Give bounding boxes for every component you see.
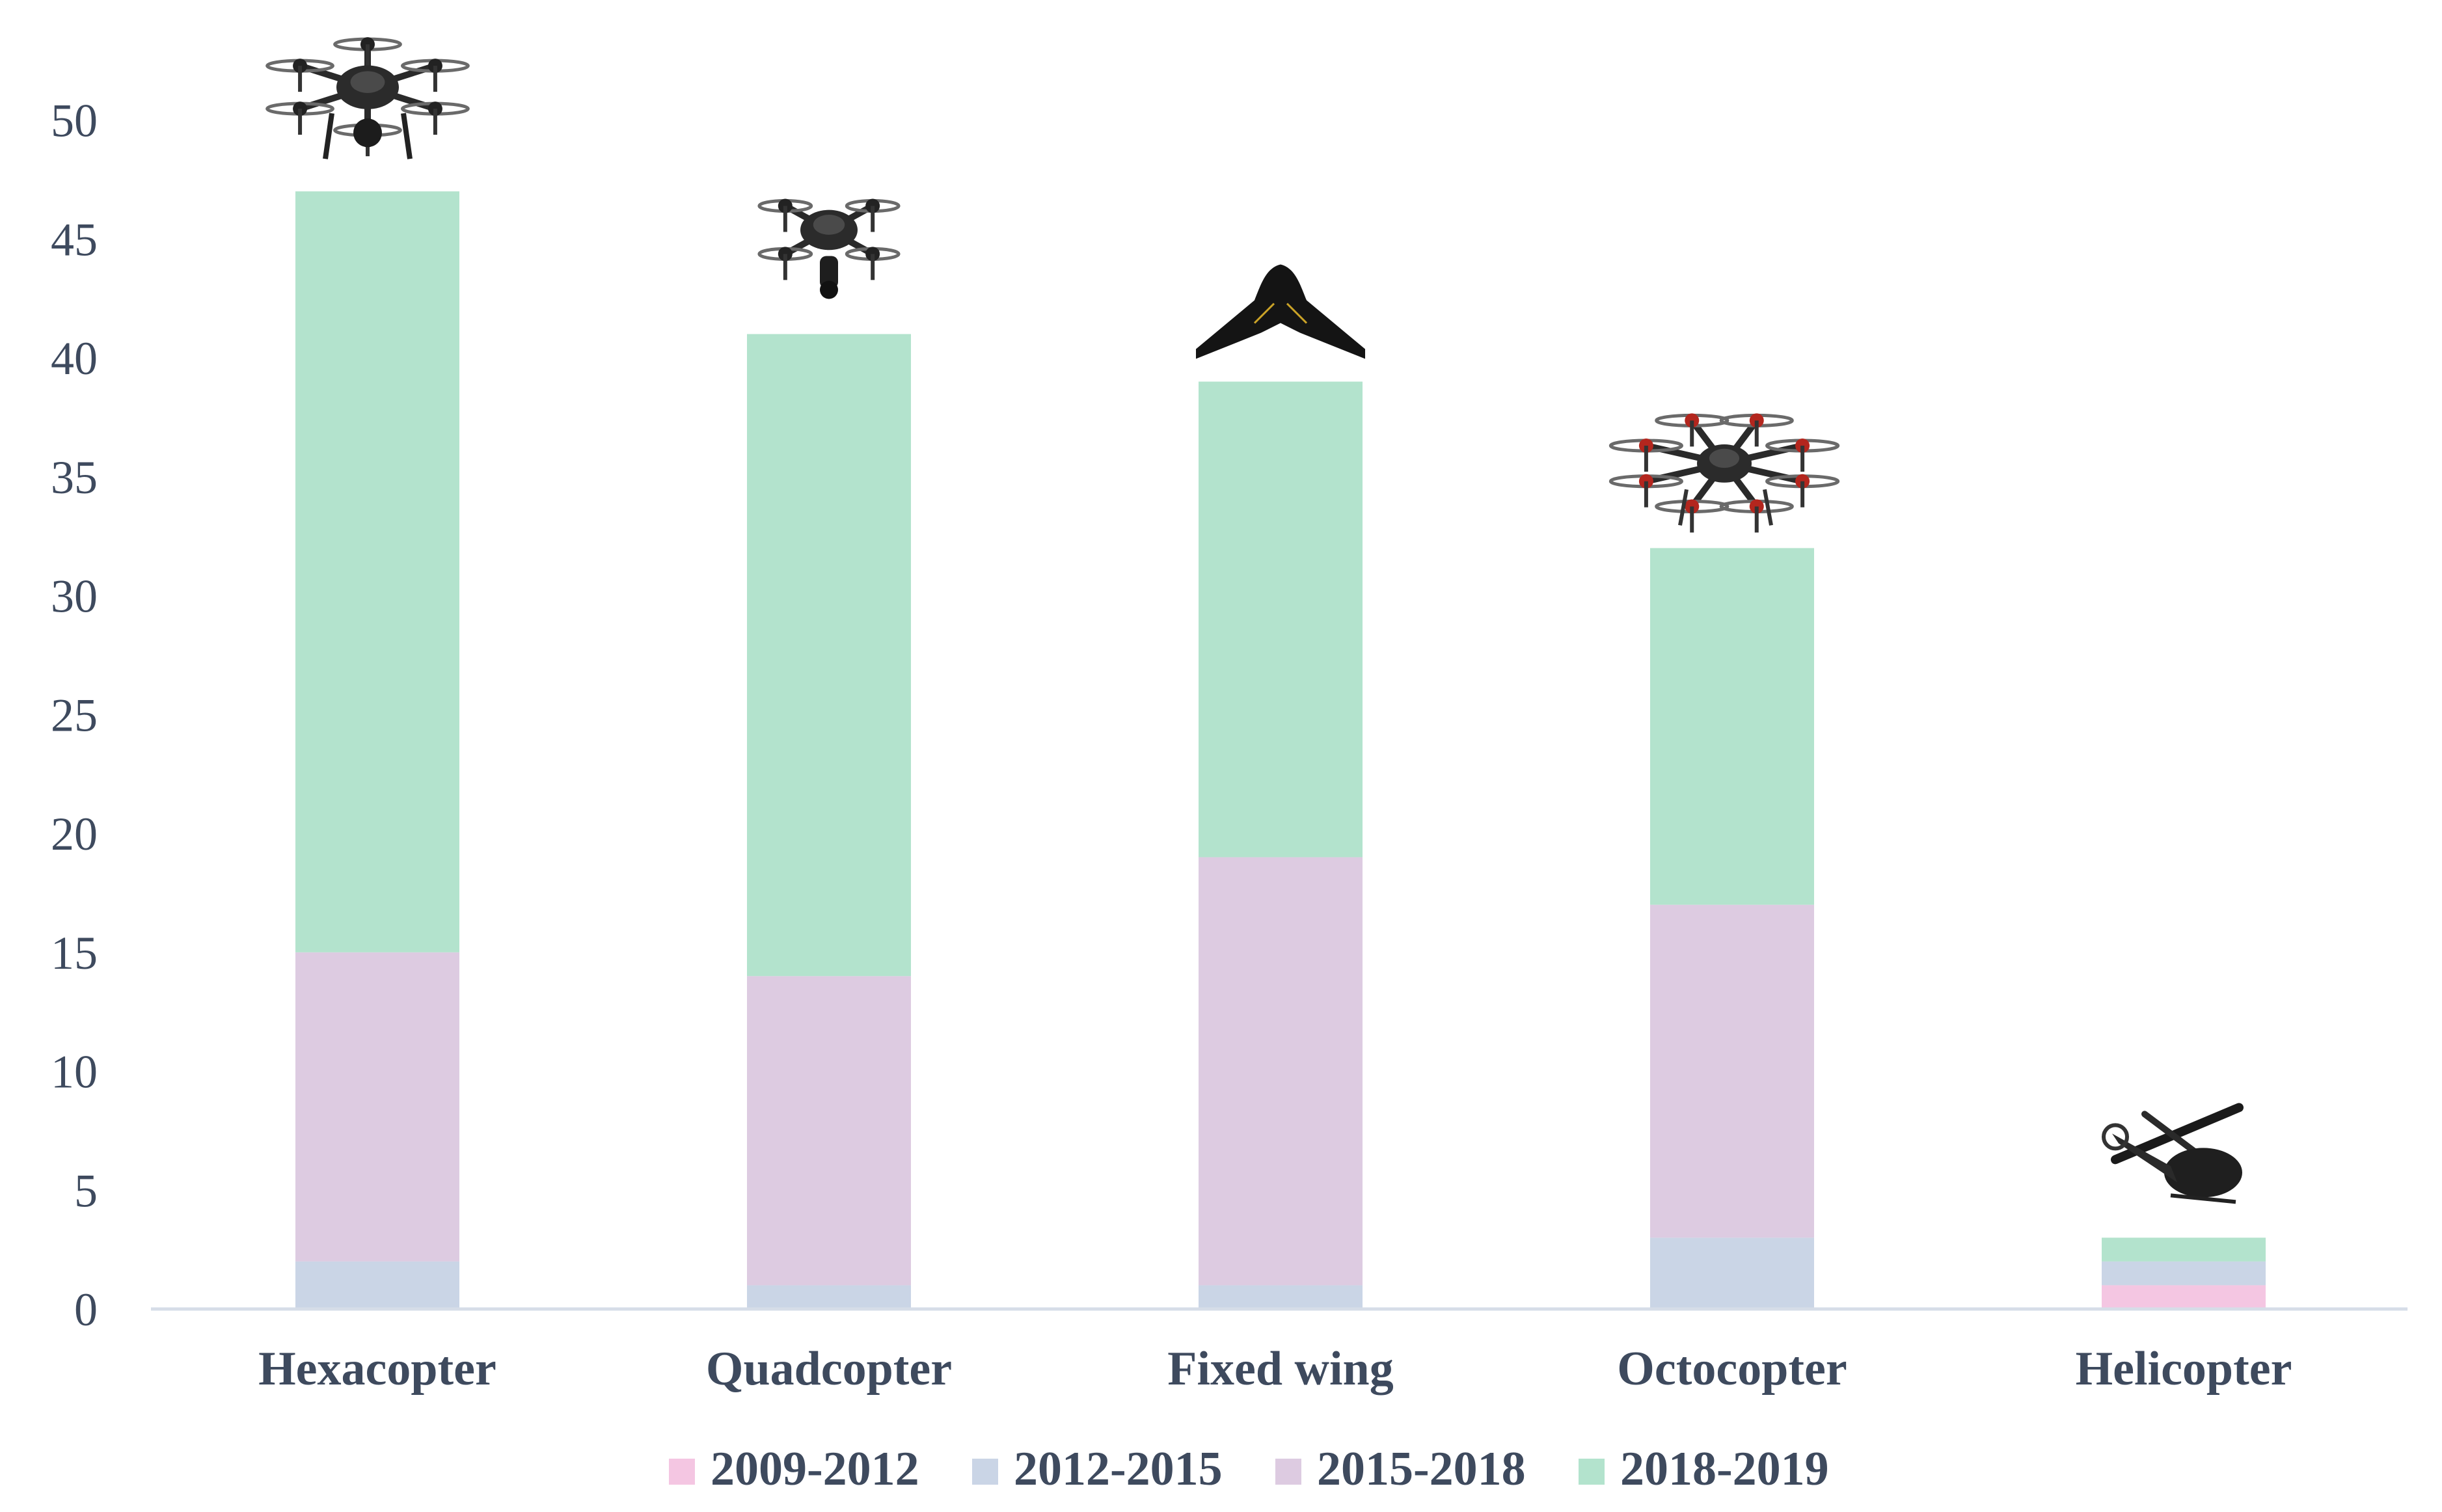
helicopter-drone-icon — [2102, 1103, 2244, 1204]
bar-segment — [2102, 1285, 2266, 1309]
legend-item: 2012-2015 — [972, 1442, 1223, 1496]
bar-segment — [295, 191, 459, 952]
y-tick-label: 40 — [51, 332, 98, 385]
legend-label: 2018-2019 — [1620, 1442, 1829, 1496]
legend-item: 2009-2012 — [669, 1442, 919, 1496]
x-tick-label: Octocopter — [1617, 1342, 1847, 1396]
x-tick-label: Quadcopter — [706, 1342, 952, 1396]
y-tick-label: 30 — [51, 571, 98, 623]
bar-segment — [2102, 1237, 2266, 1262]
bar-segment — [295, 952, 459, 1262]
legend-swatch — [972, 1459, 998, 1485]
bar-segment — [1650, 548, 1814, 905]
legend-swatch — [1275, 1459, 1301, 1485]
y-tick-label: 15 — [51, 927, 98, 979]
y-tick-label: 50 — [51, 95, 98, 147]
y-axis: 0 5 10 15 20 25 30 35 40 45 50 — [51, 95, 98, 1336]
bar-segment — [1650, 1237, 1814, 1309]
bar-segment — [295, 1261, 459, 1309]
legend-swatch — [669, 1459, 695, 1485]
legend-label: 2015-2018 — [1317, 1442, 1526, 1496]
y-tick-label: 0 — [74, 1284, 98, 1336]
legend-item: 2015-2018 — [1275, 1442, 1526, 1496]
x-tick-label: Hexacopter — [258, 1342, 496, 1396]
x-axis-labels: Hexacopter Quadcopter Fixed wing Octocopter… — [258, 1342, 2292, 1396]
drone-icons — [265, 37, 2244, 1204]
hexacopter-drone-icon — [265, 37, 470, 159]
y-tick-label: 25 — [51, 689, 98, 741]
quadcopter-drone-icon — [757, 198, 901, 299]
fixed-wing-drone-icon — [1196, 264, 1365, 359]
legend-label: 2009-2012 — [711, 1442, 919, 1496]
legend-label: 2012-2015 — [1014, 1442, 1223, 1496]
bar-segment — [1199, 381, 1363, 857]
y-tick-label: 10 — [51, 1046, 98, 1098]
bar-segment — [1199, 1285, 1363, 1309]
bar-segment — [747, 976, 911, 1286]
octocopter-drone-icon — [1608, 413, 1840, 533]
bar-segment — [747, 1285, 911, 1309]
bar-segment — [2102, 1261, 2266, 1286]
bar-segment — [1650, 904, 1814, 1238]
legend-swatch — [1579, 1459, 1605, 1485]
x-tick-label: Helicopter — [2076, 1342, 2292, 1396]
x-tick-label: Fixed wing — [1167, 1342, 1393, 1396]
y-tick-label: 45 — [51, 213, 98, 265]
legend: 2009-2012 2012-2015 2015-2018 2018-2019 — [669, 1442, 1829, 1496]
bar-segment — [1199, 857, 1363, 1286]
legend-item: 2018-2019 — [1579, 1442, 1829, 1496]
bars — [295, 191, 2266, 1309]
y-tick-label: 20 — [51, 808, 98, 860]
bar-segment — [747, 334, 911, 977]
y-tick-label: 35 — [51, 452, 98, 504]
y-tick-label: 5 — [74, 1165, 98, 1217]
